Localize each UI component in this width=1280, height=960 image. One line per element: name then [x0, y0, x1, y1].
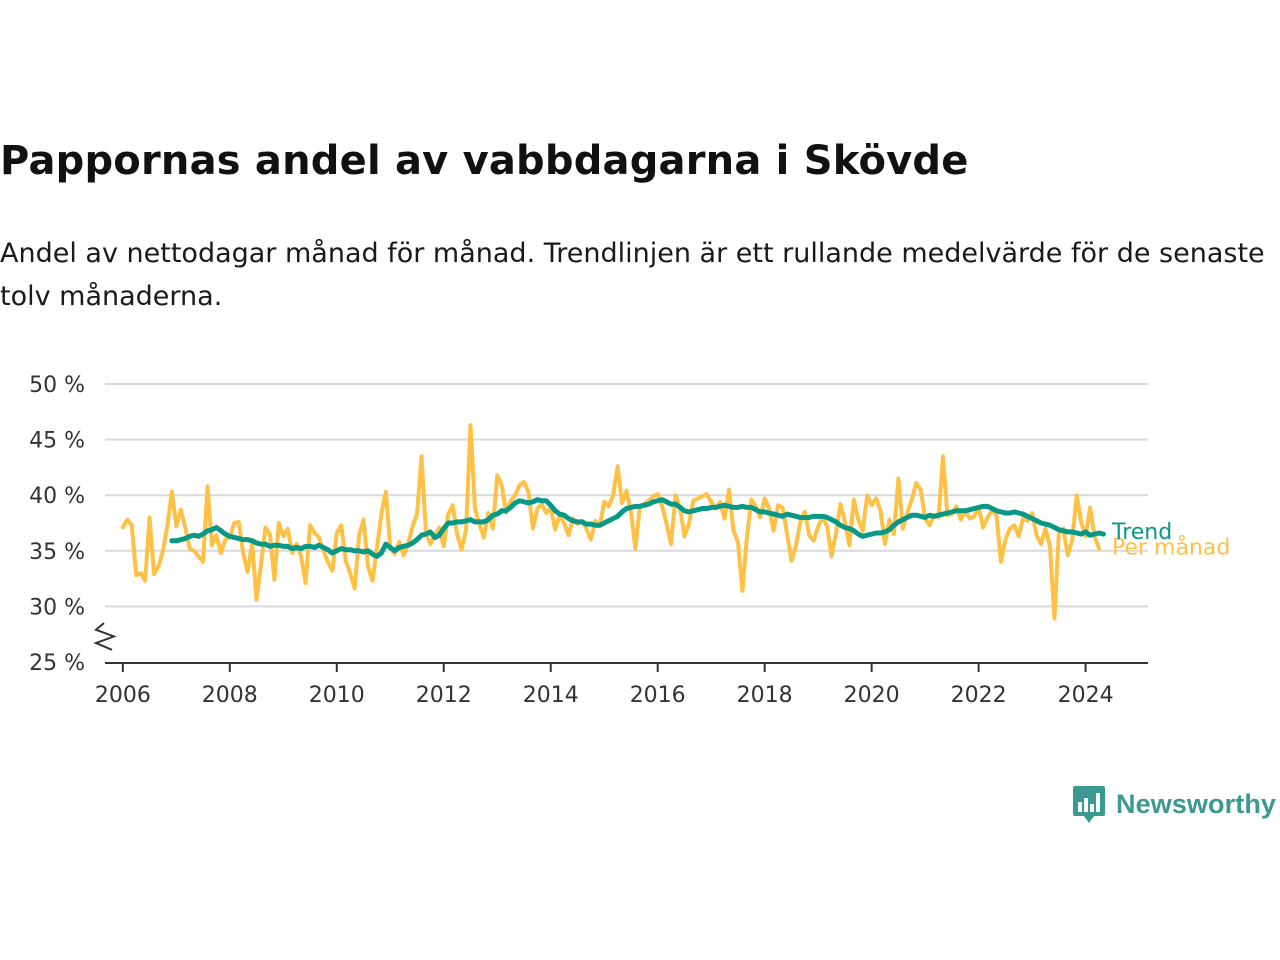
x-tick-label: 2016: [630, 683, 686, 708]
x-tick-label: 2008: [202, 683, 258, 708]
series-label-trend: Trend: [1111, 520, 1172, 545]
x-tick-label: 2010: [309, 683, 365, 708]
x-tick-label: 2006: [95, 683, 151, 708]
newsworthy-brand: Newsworthy: [1072, 784, 1276, 824]
y-tick-label: 50 %: [29, 373, 85, 398]
line-chart: 25 % 30 % 35 % 40 % 45 % 50 % 2006 2008 2010 201…: [29, 373, 1230, 708]
y-tick-label: 45 %: [29, 429, 85, 454]
y-axis: 25 % 30 % 35 % 40 % 45 % 50 %: [29, 373, 117, 676]
x-axis: 2006 2008 2010 2012 2014 2016 2018 2020 2022 2024: [95, 662, 1148, 708]
x-tick-label: 2024: [1058, 683, 1114, 708]
x-tick-label: 2020: [844, 683, 900, 708]
x-tick-label: 2018: [737, 683, 793, 708]
axis-break-icon: [93, 622, 117, 651]
chart-subtitle: Andel av nettodagar månad för månad. Tre…: [0, 238, 1265, 312]
brand-name: Newsworthy: [1116, 788, 1277, 819]
plot-area: [120, 423, 1106, 621]
chart-title: Pappornas andel av vabbdagarna i Skövde: [0, 138, 969, 184]
y-tick-label: 30 %: [29, 595, 85, 620]
x-tick-label: 2022: [951, 683, 1007, 708]
x-tick-label: 2014: [523, 683, 579, 708]
series-label-per-manad: Per månad: [1112, 534, 1230, 560]
x-tick-label: 2012: [416, 683, 472, 708]
newsworthy-logo-icon: [1073, 786, 1105, 823]
y-tick-label: 25 %: [29, 651, 85, 676]
y-tick-label: 40 %: [29, 484, 85, 509]
y-tick-label: 35 %: [29, 540, 85, 565]
series-line-trend: [169, 497, 1106, 559]
